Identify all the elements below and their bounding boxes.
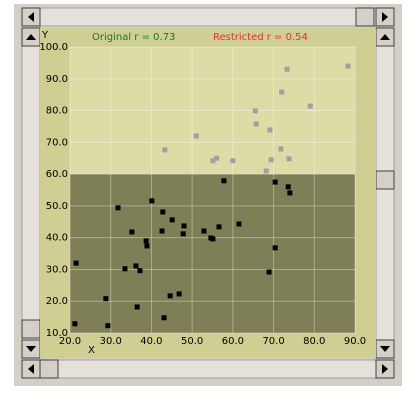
point [214, 155, 220, 161]
scroll-thumb[interactable] [375, 170, 395, 190]
point [161, 315, 167, 321]
point [160, 209, 166, 215]
point [103, 296, 109, 302]
x-tick-label: 40.0 [140, 336, 162, 347]
arrow [380, 346, 390, 352]
y-tick-label: 90.0 [46, 74, 68, 85]
point [230, 158, 236, 164]
point [252, 108, 258, 114]
x-tick-label: 70.0 [262, 336, 284, 347]
point [285, 184, 291, 190]
point [272, 179, 278, 185]
point [236, 221, 242, 227]
point [134, 304, 140, 310]
point [72, 321, 78, 327]
point [162, 147, 168, 153]
point [176, 291, 182, 297]
point [201, 228, 207, 234]
y-tick-label: 40.0 [46, 233, 68, 244]
arrow [26, 34, 36, 40]
y-tick-label: 50.0 [46, 201, 68, 212]
point [286, 156, 292, 162]
point [266, 269, 272, 275]
arrow [28, 364, 34, 374]
point [221, 178, 227, 184]
plot: 10.020.030.040.050.060.070.080.090.0100.… [39, 32, 366, 347]
point [169, 217, 175, 223]
point [137, 268, 143, 274]
point [268, 157, 274, 163]
scrollbar-left[interactable] [21, 27, 41, 359]
x-tick-label: 30.0 [100, 336, 122, 347]
y-tick-label: 30.0 [46, 264, 68, 275]
point [307, 103, 313, 109]
arrow [382, 364, 388, 374]
point [210, 236, 216, 242]
point [287, 190, 293, 196]
point [284, 66, 290, 72]
x-tick-label: 50.0 [181, 336, 203, 347]
point [193, 133, 199, 139]
point [278, 146, 284, 152]
point [144, 243, 150, 249]
point [253, 121, 259, 127]
scroll-thumb[interactable] [21, 319, 41, 339]
x-tick-label: 80.0 [303, 336, 325, 347]
point [115, 205, 121, 211]
point [122, 266, 128, 272]
point [279, 89, 285, 95]
x-tick-label: 20.0 [59, 336, 81, 347]
y-tick-label: 80.0 [46, 106, 68, 117]
point [143, 238, 149, 244]
y-tick-label: 60.0 [46, 169, 68, 180]
point [272, 245, 278, 251]
point [105, 323, 111, 329]
arrow [26, 346, 36, 352]
y-tick-label: 100.0 [39, 42, 68, 53]
arrow [380, 34, 390, 40]
scroll-thumb[interactable] [355, 7, 375, 27]
scroll-thumb[interactable] [39, 359, 59, 379]
x-tick-label: 90.0 [344, 336, 366, 347]
point [181, 223, 187, 229]
scrollbar-right[interactable] [375, 27, 395, 359]
y-tick-label: 20.0 [46, 296, 68, 307]
point [210, 158, 216, 164]
point [180, 231, 186, 237]
restricted-region [70, 174, 355, 333]
scrollbar-bottom[interactable] [21, 359, 395, 379]
scrollbar-top[interactable] [21, 7, 395, 27]
annotation: Original r = 0.73 [92, 32, 175, 43]
point [73, 260, 79, 266]
arrow [28, 12, 34, 22]
point [159, 228, 165, 234]
arrow [382, 12, 388, 22]
point [129, 229, 135, 235]
point [133, 263, 139, 269]
annotation: Restricted r = 0.54 [213, 32, 308, 43]
point [216, 224, 222, 230]
point [345, 63, 351, 69]
y-tick-label: 70.0 [46, 137, 68, 148]
x-tick-label: 60.0 [222, 336, 244, 347]
point [263, 168, 269, 174]
y-tick-label: 10.0 [46, 328, 68, 339]
point [149, 198, 155, 204]
point [267, 127, 273, 133]
point [167, 293, 173, 299]
x-axis-label: X [88, 345, 95, 356]
y-axis-label: Y [41, 30, 49, 41]
